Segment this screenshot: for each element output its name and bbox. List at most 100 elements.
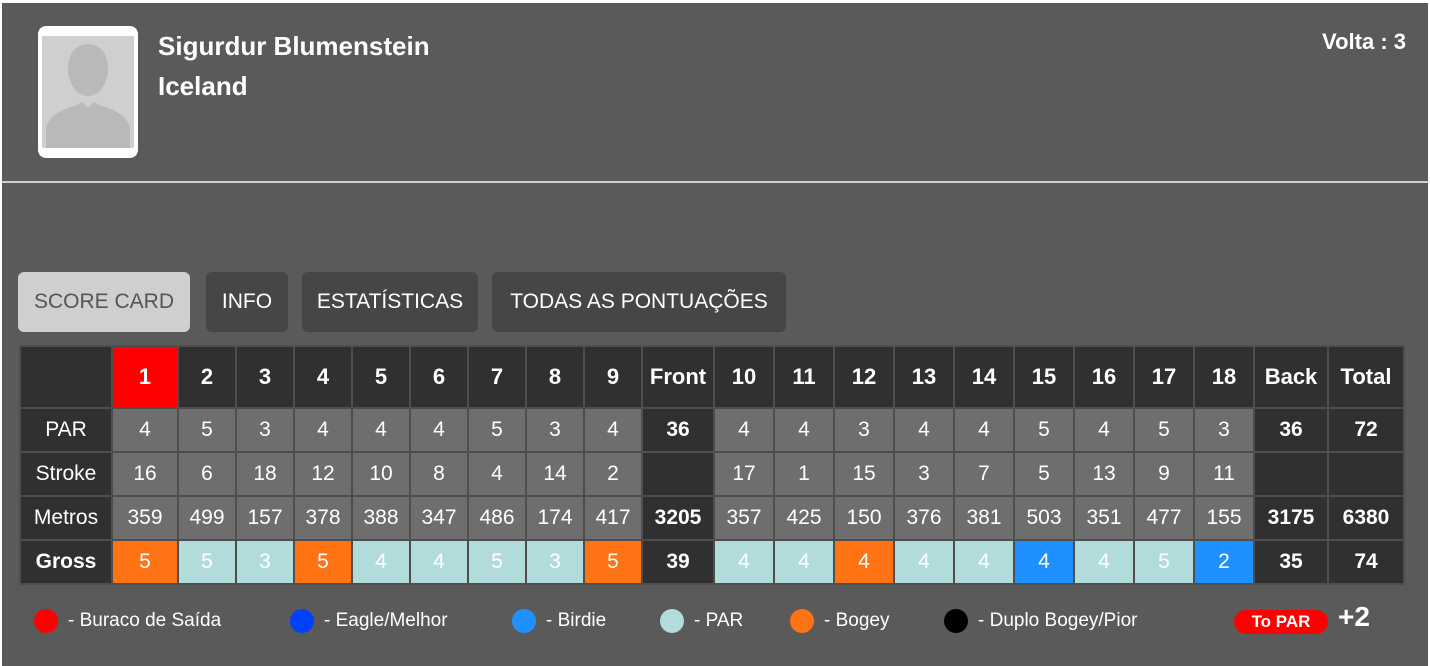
score-cell: 4 bbox=[773, 407, 835, 453]
hole-header-row: 1 2 3 4 5 6 7 8 9 Front 10 11 12 13 14 15 16 17 18 Back Tota… bbox=[19, 345, 1405, 409]
score-cell: 10 bbox=[351, 451, 411, 497]
score-cell: 5 bbox=[293, 539, 353, 585]
score-cell: 5 bbox=[177, 407, 237, 453]
red-dot-icon bbox=[34, 609, 58, 633]
hole-number: 7 bbox=[467, 345, 527, 409]
hole-number: 2 bbox=[177, 345, 237, 409]
blue-dot-icon bbox=[290, 609, 314, 633]
score-cell: 4 bbox=[893, 539, 955, 585]
scorecard-table: 1 2 3 4 5 6 7 8 9 Front 10 11 12 13 14 15 16 17 18 Back Tota… bbox=[19, 345, 1405, 585]
score-cell: 18 bbox=[235, 451, 295, 497]
score-cell: 4 bbox=[953, 539, 1015, 585]
score-cell: 5 bbox=[1013, 407, 1075, 453]
score-cell: 13 bbox=[1073, 451, 1135, 497]
legend-label: - PAR bbox=[694, 610, 744, 631]
grand-total: 72 bbox=[1327, 407, 1405, 453]
hole-number: 9 bbox=[583, 345, 643, 409]
hole-number: 5 bbox=[351, 345, 411, 409]
score-cell: 499 bbox=[177, 495, 237, 541]
table-row: Gross 5 5 3 5 4 4 5 3 5 39 4 4 4 4 4 4 4 5 2 35 74 bbox=[19, 539, 1405, 585]
to-par-value: +2 bbox=[1338, 601, 1370, 632]
hole-number: 6 bbox=[409, 345, 469, 409]
hole-number: 16 bbox=[1073, 345, 1135, 409]
to-par-badge: To PAR bbox=[1234, 610, 1328, 634]
front-total: 3205 bbox=[641, 495, 715, 541]
score-cell: 1 bbox=[773, 451, 835, 497]
row-label: PAR bbox=[19, 407, 113, 453]
score-cell: 9 bbox=[1133, 451, 1195, 497]
hole-number: 4 bbox=[293, 345, 353, 409]
score-cell: 503 bbox=[1013, 495, 1075, 541]
score-cell: 477 bbox=[1133, 495, 1195, 541]
hole-number: 10 bbox=[713, 345, 775, 409]
header-corner bbox=[19, 345, 113, 409]
score-cell: 8 bbox=[409, 451, 469, 497]
score-cell: 5 bbox=[1013, 451, 1075, 497]
player-name: Sigurdur Blumenstein bbox=[158, 31, 430, 61]
back-total bbox=[1253, 451, 1329, 497]
hole-number: 14 bbox=[953, 345, 1015, 409]
tab-all-scores[interactable]: TODAS AS PONTUAÇÕES bbox=[492, 272, 786, 332]
score-cell: 4 bbox=[713, 407, 775, 453]
table-row: Metros 359 499 157 378 388 347 486 174 417 3205 357… bbox=[19, 495, 1405, 541]
score-cell: 7 bbox=[953, 451, 1015, 497]
score-cell: 5 bbox=[111, 539, 179, 585]
row-label: Gross bbox=[19, 539, 113, 585]
score-cell: 3 bbox=[235, 539, 295, 585]
legend-item-tee-hole: - Buraco de Saída bbox=[34, 603, 221, 639]
score-cell: 6 bbox=[177, 451, 237, 497]
score-cell: 3 bbox=[525, 539, 585, 585]
orange-dot-icon bbox=[790, 609, 814, 633]
score-cell: 150 bbox=[833, 495, 895, 541]
score-cell: 16 bbox=[111, 451, 179, 497]
score-cell: 4 bbox=[409, 407, 469, 453]
hole-number: 13 bbox=[893, 345, 955, 409]
row-label: Stroke bbox=[19, 451, 113, 497]
score-cell: 417 bbox=[583, 495, 643, 541]
hole-number: 11 bbox=[773, 345, 835, 409]
score-cell: 17 bbox=[713, 451, 775, 497]
score-cell: 4 bbox=[773, 539, 835, 585]
score-cell: 4 bbox=[409, 539, 469, 585]
table-row: PAR 4 5 3 4 4 4 5 3 4 36 4 4 3 4 4 5 4 5 3 36 72 bbox=[19, 407, 1405, 453]
legend-label: - Eagle/Melhor bbox=[324, 610, 448, 631]
legend-item-double-bogey: - Duplo Bogey/Pior bbox=[944, 603, 1137, 639]
hole-number: 15 bbox=[1013, 345, 1075, 409]
score-cell: 2 bbox=[1193, 539, 1255, 585]
front-total bbox=[641, 451, 715, 497]
grand-total bbox=[1327, 451, 1405, 497]
tab-statistics[interactable]: ESTATÍSTICAS bbox=[302, 272, 478, 332]
row-label: Metros bbox=[19, 495, 113, 541]
score-cell: 388 bbox=[351, 495, 411, 541]
legend-item-bogey: - Bogey bbox=[790, 603, 889, 639]
score-cell: 14 bbox=[525, 451, 585, 497]
score-cell: 3 bbox=[893, 451, 955, 497]
score-cell: 5 bbox=[177, 539, 237, 585]
grand-total: 6380 bbox=[1327, 495, 1405, 541]
hole-number: 12 bbox=[833, 345, 895, 409]
tab-info[interactable]: INFO bbox=[206, 272, 288, 332]
score-cell: 5 bbox=[467, 539, 527, 585]
score-cell: 4 bbox=[111, 407, 179, 453]
score-cell: 381 bbox=[953, 495, 1015, 541]
round-label: Volta : 3 bbox=[1322, 29, 1406, 54]
legend-label: - Bogey bbox=[824, 610, 890, 631]
person-silhouette-icon bbox=[42, 36, 134, 148]
score-cell: 5 bbox=[467, 407, 527, 453]
scorecard-panel: Sigurdur Blumenstein Iceland Volta : 3 S… bbox=[2, 3, 1428, 666]
score-cell: 157 bbox=[235, 495, 295, 541]
score-cell: 4 bbox=[713, 539, 775, 585]
legend-label: - Duplo Bogey/Pior bbox=[978, 610, 1138, 631]
legend-item-birdie: - Birdie bbox=[512, 603, 606, 639]
back-total: 35 bbox=[1253, 539, 1329, 585]
player-avatar bbox=[38, 26, 138, 158]
tab-score-card[interactable]: SCORE CARD bbox=[18, 272, 190, 332]
score-cell: 347 bbox=[409, 495, 469, 541]
player-header: Sigurdur Blumenstein Iceland Volta : 3 bbox=[2, 3, 1428, 183]
score-cell: 5 bbox=[1133, 407, 1195, 453]
pale-cyan-dot-icon bbox=[660, 609, 684, 633]
score-cell: 12 bbox=[293, 451, 353, 497]
score-cell: 351 bbox=[1073, 495, 1135, 541]
front-total: 39 bbox=[641, 539, 715, 585]
score-legend: - Buraco de Saída - Eagle/Melhor - Birdi… bbox=[2, 603, 1428, 639]
